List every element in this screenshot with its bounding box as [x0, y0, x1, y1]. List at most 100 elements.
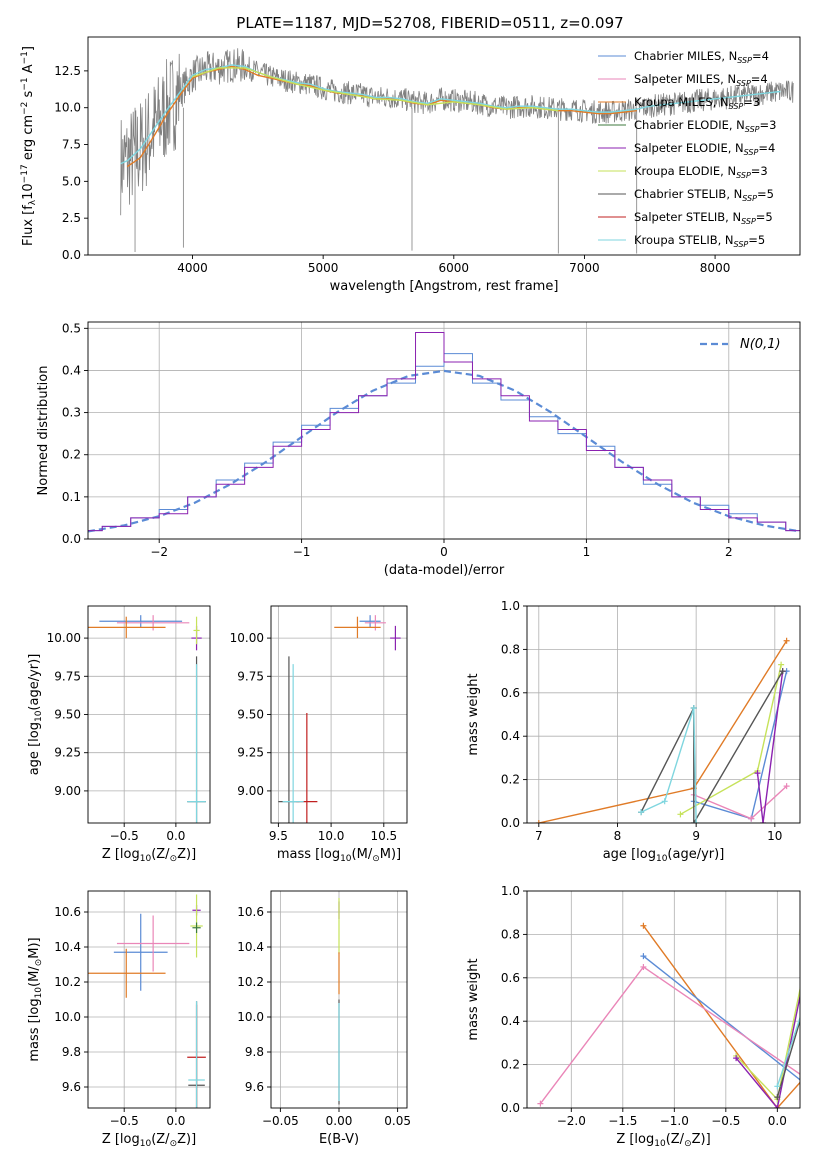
series-chabrier-stelib	[776, 1018, 800, 1098]
y-tick-label: 0.4	[62, 363, 81, 377]
y-tick-label: 0.0	[62, 532, 81, 546]
y-tick-label: 10.0	[54, 1010, 81, 1024]
point-chabrier-stelib	[774, 1094, 781, 1101]
panel-mass-weight-vs-Z: −2.0 −1.5 −1.0 −0.5 0.0 0.0 0.2 0.4 0.6 0.8 1.0 Z […	[466, 884, 811, 1149]
y-tick-label: 10.4	[237, 940, 264, 954]
x-axis-label: wavelength [Angstrom, rest frame]	[330, 279, 559, 294]
y-tick-label: 10.6	[237, 905, 264, 919]
y-tick-label: 12.5	[54, 64, 81, 78]
plot-area	[535, 637, 790, 823]
y-tick-label: 9.6	[245, 1080, 264, 1094]
y-tick-label: 0.6	[501, 971, 520, 985]
plot-area	[88, 894, 206, 1108]
legend-label: Chabrier MILES, NSSP=4	[634, 49, 769, 65]
x-tick-label: 7	[535, 829, 543, 843]
point-kroupa-miles	[783, 637, 790, 644]
point-kroupa-miles	[535, 820, 542, 823]
x-axis-label: Z [log10(Z/⊙Z)]	[616, 1132, 710, 1149]
y-tick-label: 0.4	[501, 729, 520, 743]
point-salpeter-miles	[783, 783, 790, 790]
x-tick-label: −0.5	[711, 1114, 740, 1128]
point-salpeter-elodie	[774, 1105, 781, 1108]
panels: 4000 5000 6000 7000 80000.02.55.07.510.012.5…	[20, 36, 811, 1149]
x-tick-label: 0	[440, 545, 448, 559]
y-tick-label: 9.00	[54, 784, 81, 798]
y-tick-label: 0.0	[501, 816, 520, 830]
point-salpeter-elodie	[760, 820, 767, 823]
legend-label: Kroupa STELIB, NSSP=5	[634, 233, 765, 249]
y-tick-label: 0.2	[501, 1058, 520, 1072]
legend-label: Salpeter STELIB, NSSP=5	[634, 210, 773, 226]
series-kroupa-stelib	[120, 64, 781, 165]
x-tick-label: −0.5	[110, 829, 139, 843]
y-axis-label: age [log10(age/yr)]	[27, 654, 44, 776]
x-tick-label: −2.0	[557, 1114, 586, 1128]
x-tick-label: 0.05	[384, 1114, 411, 1128]
y-tick-label: 0.2	[501, 773, 520, 787]
point-kroupa-miles	[805, 1070, 811, 1076]
x-tick-label: 4000	[177, 261, 208, 275]
y-tick-label: 10.00	[230, 631, 264, 645]
y-tick-label: 0.3	[62, 406, 81, 420]
point-salpeter-miles	[640, 963, 647, 970]
point-kroupa-stelib	[805, 990, 811, 996]
x-tick-label: 0.0	[768, 1114, 787, 1128]
x-tick-label: 6000	[439, 261, 470, 275]
axes-frame	[87, 890, 211, 1109]
x-axis-label: Z [log10(Z/⊙Z)]	[102, 1132, 196, 1149]
y-axis-label: Normed distribution	[36, 366, 51, 496]
plot-area	[120, 48, 794, 254]
point-kroupa-stelib	[693, 820, 700, 823]
y-tick-label: 9.00	[237, 784, 264, 798]
y-tick-label: 0.0	[501, 1101, 520, 1115]
panel-spectrum: 4000 5000 6000 7000 8000 0.0 2.5 5.0 7.5 10.0 12.5…	[20, 36, 801, 294]
point-chabrier-stelib	[805, 990, 811, 996]
panel-mass-vs-EBV: −0.05 0.00 0.05 9.6 9.8 10.0 10.2 10.4 10.6 E(B-V…	[237, 890, 411, 1147]
y-tick-label: 0.4	[501, 1014, 520, 1028]
y-tick-label: 10.4	[54, 940, 81, 954]
observed-spectrum	[120, 48, 794, 216]
y-tick-label: 0.8	[501, 642, 520, 656]
legend-label: Salpeter MILES, NSSP=4	[634, 72, 768, 88]
x-tick-label: −1.0	[660, 1114, 689, 1128]
point-chabrier-stelib	[805, 1081, 811, 1087]
y-tick-label: 10.2	[237, 975, 264, 989]
x-axis-label: Z [log10(Z/⊙Z)]	[102, 847, 196, 864]
panel-mass-vs-Z: −0.5 0.0 9.6 9.8 10.0 10.2 10.4 10.6 Z [log10(Z/…	[27, 890, 211, 1149]
y-tick-label: 10.6	[54, 905, 81, 919]
point-kroupa-stelib	[774, 1083, 781, 1090]
y-tick-label: 0.6	[501, 686, 520, 700]
y-axis-label: Flux [fλ10−17 erg cm−2 s−1 A−1]	[20, 46, 38, 246]
legend-label: Chabrier STELIB, NSSP=5	[634, 187, 774, 203]
point-chabrier-stelib	[779, 668, 786, 675]
figure-title: PLATE=1187, MJD=52708, FIBERID=0511, z=0…	[236, 14, 623, 32]
x-axis-label: mass [log10(M/⊙M)]	[277, 847, 401, 864]
legend-label: Kroupa ELODIE, NSSP=3	[634, 164, 768, 180]
panel-mass-weight-vs-age: 7 8 9 10 0.0 0.2 0.4 0.6 0.8 1.0 age [log10(age/yr…	[466, 599, 801, 864]
y-tick-label: 9.75	[237, 669, 264, 683]
y-tick-label: 0.5	[62, 321, 81, 335]
point-salpeter-elodie	[805, 953, 811, 959]
y-tick-label: 5.0	[62, 174, 81, 188]
panel-residual-histogram: −2 −1 0 1 2 0.0 0.1 0.2 0.3 0.4 0.5 (data-model)/er…	[36, 321, 801, 578]
x-tick-label: −1	[293, 545, 311, 559]
legend-label: Chabrier ELODIE, NSSP=3	[634, 118, 776, 134]
y-tick-label: 0.2	[62, 448, 81, 462]
y-axis-label: mass weight	[466, 958, 481, 1040]
y-tick-label: 7.5	[62, 138, 81, 152]
x-axis-label: age [log10(age/yr)]	[603, 847, 725, 864]
point-kroupa-stelib	[638, 809, 645, 816]
series-kroupa-elodie	[192, 67, 559, 112]
x-tick-label: 0.00	[326, 1114, 353, 1128]
plot-area	[278, 615, 401, 823]
y-tick-label: 0.0	[62, 248, 81, 262]
y-tick-label: 9.6	[62, 1080, 81, 1094]
point-salpeter-elodie	[754, 770, 761, 777]
y-tick-label: 1.0	[501, 599, 520, 613]
series-chabrier-miles	[642, 955, 800, 1081]
point-kroupa-stelib	[661, 798, 668, 805]
x-tick-label: 8	[614, 829, 622, 843]
y-tick-label: 9.75	[54, 669, 81, 683]
x-tick-label: 1	[583, 545, 591, 559]
